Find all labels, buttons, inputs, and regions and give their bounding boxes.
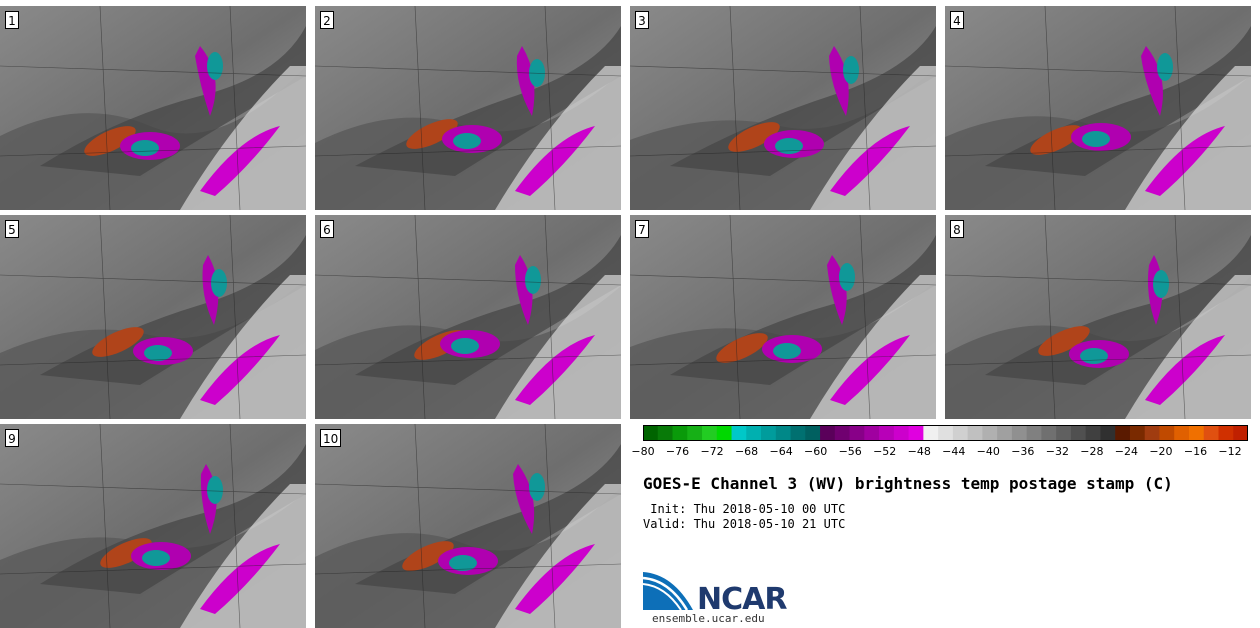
stamp-panel-2: 2 [315,6,621,210]
colorbar-tick: −60 [804,445,828,458]
colorbar-bin [805,425,821,441]
colorbar-bin [1174,425,1190,441]
colorbar-bin [820,425,836,441]
colorbar-bin [908,425,924,441]
colorbar-bin [849,425,865,441]
colorbar-tick: −36 [1011,445,1035,458]
logo-url: ensemble.ucar.edu [652,612,765,625]
colorbar-bin [1159,425,1175,441]
panel-label: 9 [5,429,19,447]
colorbar-bin [1233,425,1248,441]
colorbar-tick: −12 [1218,445,1242,458]
stamp-panel-4: 4 [945,6,1251,210]
stamp-panel-3: 3 [630,6,936,210]
water-vapor-map [945,215,1251,419]
colorbar-bin [1129,425,1146,441]
colorbar-bin [775,425,792,441]
panel-label: 4 [950,11,964,29]
init-time: Init: Thu 2018-05-10 00 UTC [643,502,846,516]
water-vapor-map [315,424,621,628]
colorbar-tick: −48 [907,445,931,458]
stamp-panel-9: 9 [0,424,306,628]
colorbar-bin [746,425,762,441]
colorbar-tick: −52 [873,445,897,458]
panel-label: 7 [635,220,649,238]
colorbar-tick: −64 [769,445,793,458]
water-vapor-map [630,6,936,210]
water-vapor-map [315,6,621,210]
colorbar-tick: −20 [1149,445,1173,458]
colorbar-bin [1188,425,1205,441]
logo-wordmark: NCAR [697,582,787,617]
colorbar-bin [731,425,747,441]
colorbar-bin [687,425,703,441]
stamp-panel-1: 1 [0,6,306,210]
colorbar-bin [1085,425,1101,441]
colorbar-bin [761,425,777,441]
colorbar-bin [1026,425,1042,441]
stamp-panel-6: 6 [315,215,621,419]
colorbar-bin [1070,425,1087,441]
valid-time: Valid: Thu 2018-05-10 21 UTC [643,517,846,531]
stamp-panel-5: 5 [0,215,306,419]
colorbar-bin [716,425,733,441]
panel-label: 8 [950,220,964,238]
colorbar-bin [1203,425,1219,441]
stamp-panel-10: 10 [315,424,621,628]
panel-label: 2 [320,11,334,29]
ncar-logo-icon [643,572,693,611]
colorbar-bin [864,425,880,441]
colorbar [643,425,1248,441]
panel-label: 5 [5,220,19,238]
colorbar-bin [982,425,998,441]
colorbar-bin [1011,425,1028,441]
colorbar-bin [672,425,688,441]
water-vapor-map [630,215,936,419]
colorbar-bin [1218,425,1234,441]
figure-title: GOES-E Channel 3 (WV) brightness temp po… [643,474,1173,493]
colorbar-bin [1056,425,1072,441]
colorbar-bin [702,425,718,441]
panel-label: 6 [320,220,334,238]
colorbar-bin [657,425,674,441]
colorbar-bin [790,425,806,441]
colorbar-tick: −80 [631,445,655,458]
water-vapor-map [0,215,306,419]
colorbar-tick: −44 [942,445,966,458]
colorbar-bin [938,425,954,441]
panel-label: 10 [320,429,342,447]
colorbar-bin [1144,425,1160,441]
colorbar-bin [997,425,1013,441]
colorbar-bin [952,425,969,441]
colorbar-bin [1115,425,1131,441]
colorbar-bin [834,425,851,441]
colorbar-tick: −28 [1080,445,1104,458]
colorbar-bin [879,425,895,441]
colorbar-tick: −16 [1183,445,1208,458]
colorbar-bin [893,425,910,441]
water-vapor-map [315,215,621,419]
stamp-panel-8: 8 [945,215,1251,419]
colorbar-tick-labels: −80 −76 −72 −68 −64 −60 −56 −52 −48 −44 −40 −36 −32−… [631,445,1248,461]
colorbar-tick: −68 [734,445,759,458]
colorbar-tick: −76 [665,445,690,458]
colorbar-bin [643,425,659,441]
colorbar-bin [1100,425,1116,441]
colorbar-tick: −40 [976,445,1000,458]
water-vapor-map [0,424,306,628]
colorbar-bin [1041,425,1057,441]
colorbar-tick: −32 [1045,445,1069,458]
colorbar-outline [643,425,1248,441]
colorbar-bin [923,425,939,441]
colorbar-bin [967,425,983,441]
colorbar-tick: −24 [1114,445,1139,458]
stamp-panel-7: 7 [630,215,936,419]
water-vapor-map [945,6,1251,210]
colorbar-tick: −56 [838,445,862,458]
water-vapor-map [0,6,306,210]
panel-label: 1 [5,11,19,29]
colorbar-tick: −72 [700,445,724,458]
panel-label: 3 [635,11,649,29]
